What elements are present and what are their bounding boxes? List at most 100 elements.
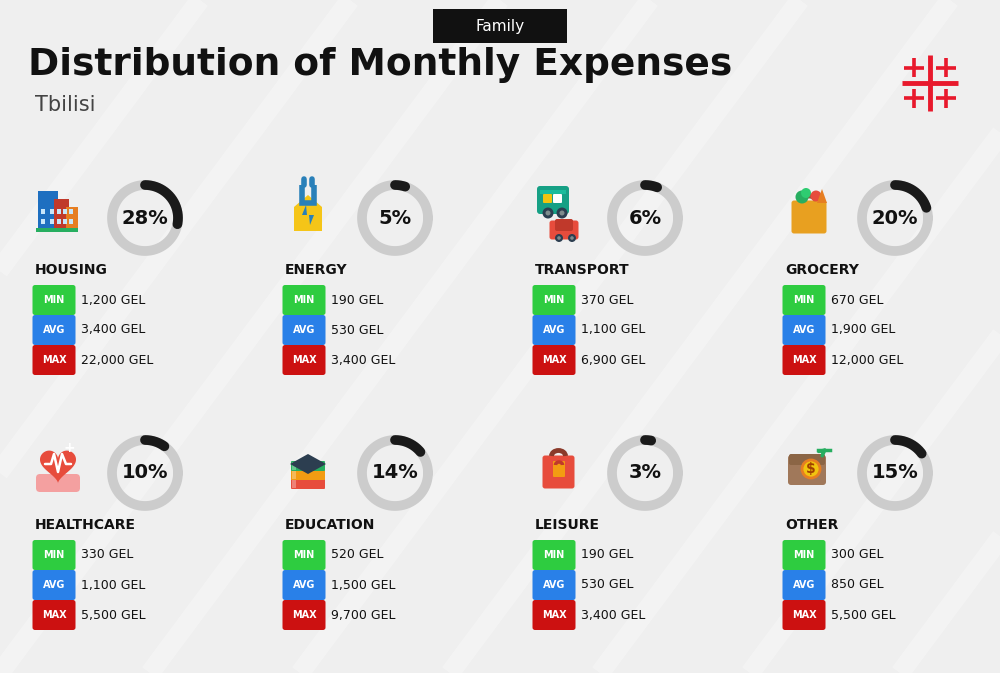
FancyBboxPatch shape <box>782 315 825 345</box>
FancyBboxPatch shape <box>283 600 326 630</box>
FancyBboxPatch shape <box>532 570 575 600</box>
Text: GROCERY: GROCERY <box>785 263 859 277</box>
FancyBboxPatch shape <box>50 209 54 214</box>
FancyBboxPatch shape <box>41 219 45 224</box>
Text: Family: Family <box>475 18 525 34</box>
Circle shape <box>556 207 568 219</box>
Text: 14%: 14% <box>372 464 418 483</box>
Text: 850 GEL: 850 GEL <box>831 579 884 592</box>
FancyBboxPatch shape <box>283 540 326 570</box>
Text: EDUCATION: EDUCATION <box>285 518 375 532</box>
Text: MIN: MIN <box>293 550 315 560</box>
Circle shape <box>560 211 564 215</box>
FancyBboxPatch shape <box>63 209 67 214</box>
Text: MIN: MIN <box>43 295 65 305</box>
Text: MAX: MAX <box>42 355 66 365</box>
Text: 5,500 GEL: 5,500 GEL <box>831 608 896 621</box>
FancyBboxPatch shape <box>789 454 825 465</box>
Text: 520 GEL: 520 GEL <box>331 548 383 561</box>
FancyBboxPatch shape <box>433 9 567 43</box>
FancyBboxPatch shape <box>36 228 78 232</box>
FancyBboxPatch shape <box>68 209 73 214</box>
FancyBboxPatch shape <box>283 315 326 345</box>
Text: MAX: MAX <box>42 610 66 620</box>
Text: 530 GEL: 530 GEL <box>581 579 634 592</box>
FancyBboxPatch shape <box>291 479 325 489</box>
Text: 530 GEL: 530 GEL <box>331 324 383 336</box>
Text: 1,100 GEL: 1,100 GEL <box>81 579 145 592</box>
FancyBboxPatch shape <box>32 600 75 630</box>
Circle shape <box>568 234 576 242</box>
Text: 9,700 GEL: 9,700 GEL <box>331 608 395 621</box>
Text: MIN: MIN <box>543 295 565 305</box>
FancyBboxPatch shape <box>532 315 575 345</box>
Text: AVG: AVG <box>293 580 315 590</box>
Polygon shape <box>290 454 326 474</box>
Text: Tbilisi: Tbilisi <box>35 95 96 115</box>
FancyBboxPatch shape <box>782 285 825 315</box>
FancyBboxPatch shape <box>540 190 566 194</box>
FancyBboxPatch shape <box>542 456 574 489</box>
FancyBboxPatch shape <box>68 219 73 224</box>
Text: 1,900 GEL: 1,900 GEL <box>831 324 895 336</box>
FancyBboxPatch shape <box>41 209 45 214</box>
Text: LEISURE: LEISURE <box>535 518 600 532</box>
Text: MAX: MAX <box>792 610 816 620</box>
FancyBboxPatch shape <box>283 285 326 315</box>
Text: 190 GEL: 190 GEL <box>331 293 383 306</box>
Text: ENERGY: ENERGY <box>285 263 348 277</box>
FancyBboxPatch shape <box>782 600 825 630</box>
FancyBboxPatch shape <box>550 221 578 240</box>
Circle shape <box>555 234 563 242</box>
Text: 190 GEL: 190 GEL <box>581 548 633 561</box>
Text: 6,900 GEL: 6,900 GEL <box>581 353 645 367</box>
FancyBboxPatch shape <box>291 470 325 480</box>
Text: OTHER: OTHER <box>785 518 838 532</box>
FancyBboxPatch shape <box>38 191 58 229</box>
Text: HOUSING: HOUSING <box>35 263 108 277</box>
Circle shape <box>542 207 554 219</box>
FancyBboxPatch shape <box>292 462 296 470</box>
FancyBboxPatch shape <box>283 570 326 600</box>
FancyBboxPatch shape <box>63 219 67 224</box>
Text: 20%: 20% <box>872 209 918 227</box>
Text: MAX: MAX <box>292 610 316 620</box>
FancyBboxPatch shape <box>782 345 825 375</box>
FancyBboxPatch shape <box>792 201 826 234</box>
Text: 300 GEL: 300 GEL <box>831 548 884 561</box>
Text: 5,500 GEL: 5,500 GEL <box>81 608 146 621</box>
FancyBboxPatch shape <box>57 219 61 224</box>
FancyBboxPatch shape <box>532 285 575 315</box>
Text: 670 GEL: 670 GEL <box>831 293 884 306</box>
Text: 3,400 GEL: 3,400 GEL <box>331 353 395 367</box>
Text: MIN: MIN <box>43 550 65 560</box>
FancyBboxPatch shape <box>532 345 575 375</box>
Text: MAX: MAX <box>542 610 566 620</box>
Text: 10%: 10% <box>122 464 168 483</box>
Text: AVG: AVG <box>543 325 565 335</box>
Circle shape <box>810 190 822 201</box>
FancyBboxPatch shape <box>32 285 75 315</box>
Text: AVG: AVG <box>543 580 565 590</box>
FancyBboxPatch shape <box>782 540 825 570</box>
Text: 1,500 GEL: 1,500 GEL <box>331 579 395 592</box>
Text: AVG: AVG <box>43 580 65 590</box>
Text: MAX: MAX <box>542 355 566 365</box>
Text: 15%: 15% <box>872 464 918 483</box>
Text: 3%: 3% <box>628 464 661 483</box>
Text: 28%: 28% <box>122 209 168 227</box>
FancyBboxPatch shape <box>292 480 296 488</box>
FancyBboxPatch shape <box>283 345 326 375</box>
FancyBboxPatch shape <box>57 209 61 214</box>
Text: 1,100 GEL: 1,100 GEL <box>581 324 645 336</box>
Circle shape <box>801 188 811 198</box>
FancyBboxPatch shape <box>32 315 75 345</box>
Text: +: + <box>63 441 75 455</box>
Text: AVG: AVG <box>793 580 815 590</box>
Polygon shape <box>40 451 76 483</box>
Text: 12,000 GEL: 12,000 GEL <box>831 353 903 367</box>
Text: HEALTHCARE: HEALTHCARE <box>35 518 136 532</box>
Text: 3,400 GEL: 3,400 GEL <box>81 324 145 336</box>
Text: 22,000 GEL: 22,000 GEL <box>81 353 153 367</box>
Text: MIN: MIN <box>793 295 815 305</box>
